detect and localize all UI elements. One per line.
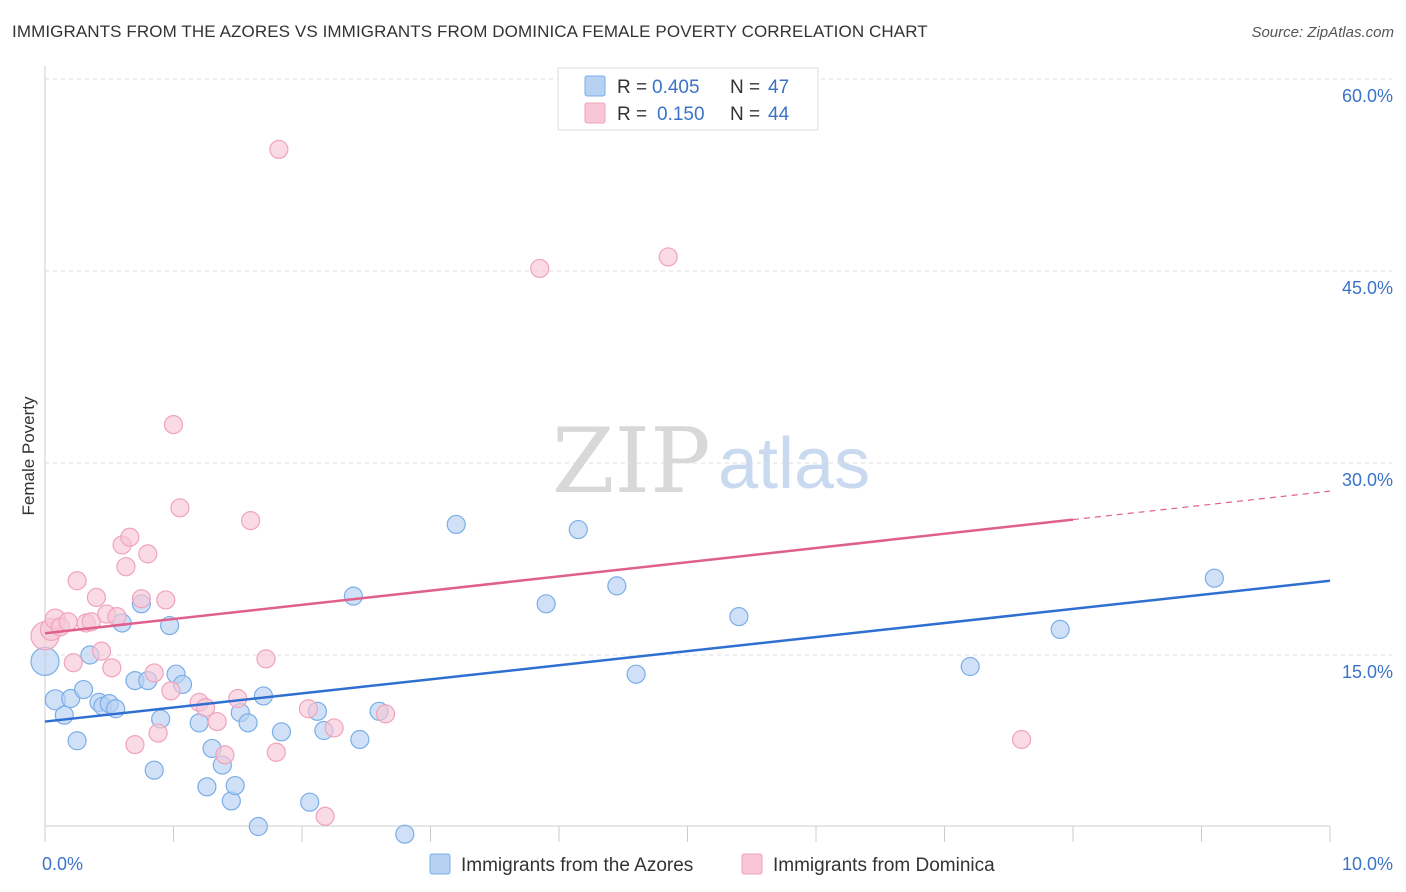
point-azores-31 — [300, 792, 320, 812]
bottom-legend-swatch-dominica — [741, 853, 763, 875]
point-dominica-10 — [91, 641, 112, 661]
point-azores-38 — [446, 514, 466, 535]
point-azores-28 — [248, 816, 268, 837]
point-dominica-35 — [298, 699, 319, 719]
point-azores-5 — [73, 679, 94, 700]
point-azores-40 — [568, 519, 588, 540]
point-dominica-13 — [107, 606, 127, 627]
tick-labels: 15.0% 30.0% 45.0% 60.0% 0.0% 10.0% — [42, 86, 1393, 874]
point-dominica-31 — [241, 510, 261, 531]
legend-swatch-azores — [584, 75, 606, 97]
legend-n-label-dominica: N = — [730, 104, 760, 125]
point-azores-37 — [395, 824, 415, 844]
point-dominica-40 — [658, 247, 678, 267]
x-tick-label-max: 10.0% — [1342, 854, 1393, 874]
bottom-legend-label-azores: Immigrants from the Azores — [461, 855, 693, 876]
legend-n-value-azores: 47 — [768, 77, 789, 98]
point-azores-43 — [729, 606, 749, 627]
point-dominica-17 — [125, 734, 145, 755]
point-azores-46 — [1204, 568, 1224, 588]
point-dominica-41 — [1011, 729, 1032, 750]
gridlines — [45, 78, 1392, 656]
trend-lines — [44, 490, 1331, 723]
point-dominica-38 — [375, 704, 396, 724]
point-dominica-36 — [315, 806, 335, 826]
trend-line-dominica-extension — [1072, 490, 1331, 521]
legend-r-value-azores: 0.405 — [652, 77, 700, 98]
y-tick-label-1: 30.0% — [1342, 470, 1393, 490]
legend-r-label-dominica: R = — [617, 104, 647, 125]
y-tick-label-0: 15.0% — [1342, 662, 1393, 682]
point-dominica-33 — [266, 742, 286, 762]
point-azores-27 — [238, 713, 258, 733]
point-dominica-9 — [86, 587, 107, 608]
y-tick-label-3: 60.0% — [1342, 86, 1393, 106]
legend-r-value-dominica: 0.150 — [657, 104, 705, 125]
watermark-atlas: atlas — [718, 424, 870, 504]
point-dominica-39 — [530, 258, 550, 279]
point-dominica-16 — [120, 527, 140, 547]
point-dominica-8 — [81, 612, 101, 632]
point-dominica-15 — [116, 557, 136, 577]
point-azores-45 — [1050, 619, 1070, 640]
point-dominica-29 — [215, 745, 235, 765]
point-dominica-32 — [256, 649, 276, 669]
watermark: ZIP atlas — [552, 409, 870, 514]
trend-line-azores — [44, 579, 1331, 723]
point-dominica-25 — [170, 498, 190, 518]
legend-n-value-dominica: 44 — [768, 104, 790, 125]
trend-line-dominica — [44, 518, 1074, 635]
point-azores-15 — [144, 760, 164, 780]
legend-r-label-azores: R = — [617, 77, 647, 98]
point-azores-39 — [536, 594, 556, 614]
point-dominica-19 — [138, 544, 158, 564]
y-tick-label-2: 45.0% — [1342, 278, 1393, 298]
x-tick-label-min: 0.0% — [42, 854, 83, 874]
series-dominica-points — [30, 139, 1032, 826]
point-azores-21 — [197, 777, 217, 797]
legend-n-label-azores: N = — [730, 77, 760, 98]
watermark-zip: ZIP — [552, 409, 711, 514]
point-azores-0 — [30, 646, 60, 677]
point-dominica-22 — [156, 590, 176, 610]
bottom-legend-label-dominica: Immigrants from Dominica — [773, 855, 995, 876]
point-azores-25 — [225, 775, 245, 796]
point-azores-44 — [960, 656, 980, 677]
point-dominica-34 — [269, 139, 289, 159]
y-axis-title: Female Poverty — [19, 396, 38, 516]
point-azores-34 — [343, 586, 363, 606]
point-azores-2 — [54, 705, 74, 725]
point-azores-35 — [350, 729, 370, 750]
bottom-legend-swatch-azores — [429, 853, 451, 875]
chart-title: IMMIGRANTS FROM THE AZORES VS IMMIGRANTS… — [12, 22, 928, 41]
legend-swatch-dominica — [584, 102, 606, 124]
point-dominica-21 — [148, 723, 168, 743]
chart-source: Source: ZipAtlas.com — [1251, 24, 1394, 41]
point-dominica-5 — [63, 653, 83, 673]
point-dominica-23 — [161, 681, 181, 701]
point-azores-41 — [607, 576, 627, 596]
point-dominica-24 — [163, 415, 184, 435]
correlation-legend: R = 0.405 N = 47 R = 0.150 N = 44 — [557, 67, 819, 131]
series-legend: Immigrants from the Azores Immigrants fr… — [429, 853, 995, 876]
point-dominica-20 — [144, 663, 164, 683]
point-dominica-37 — [324, 718, 344, 738]
series-azores-points — [30, 514, 1224, 844]
point-azores-4 — [67, 731, 87, 751]
point-azores-30 — [271, 722, 292, 742]
point-azores-42 — [626, 664, 646, 684]
point-dominica-6 — [67, 571, 87, 591]
point-dominica-18 — [131, 589, 151, 609]
point-dominica-28 — [207, 711, 227, 732]
point-dominica-4 — [58, 612, 78, 632]
point-dominica-12 — [102, 658, 122, 678]
